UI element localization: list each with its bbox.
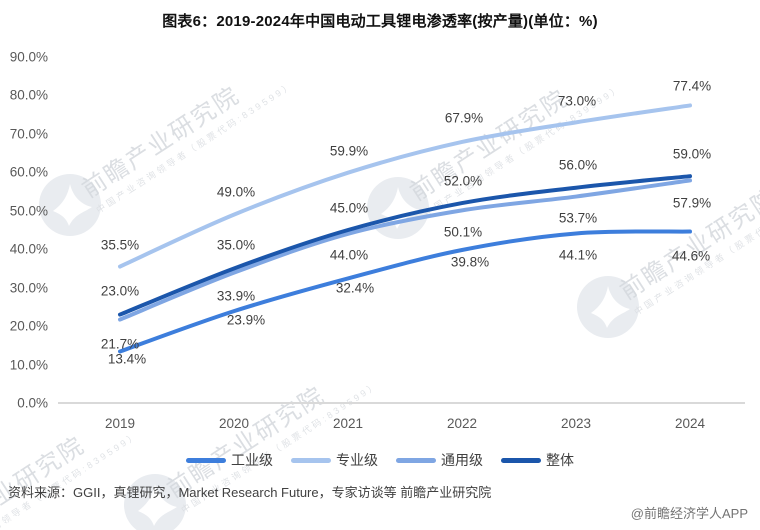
data-label-整体-2021: 45.0% xyxy=(329,200,369,216)
data-label-通用级-2023: 53.7% xyxy=(558,210,598,226)
data-label-专业级-2021: 59.9% xyxy=(329,143,369,159)
data-label-通用级-2022: 50.1% xyxy=(443,224,483,240)
data-label-通用级-2021: 44.0% xyxy=(329,247,369,263)
y-axis-tick-label: 90.0% xyxy=(9,49,48,65)
data-label-整体-2020: 35.0% xyxy=(216,237,256,253)
data-label-整体-2019: 23.0% xyxy=(100,283,140,299)
legend-item-整体: 整体 xyxy=(501,450,574,470)
legend-swatch xyxy=(186,457,226,463)
y-axis-tick-label: 10.0% xyxy=(9,357,48,373)
watermark-logo-icon xyxy=(39,174,101,236)
watermark-logo-icon xyxy=(124,474,186,530)
watermark-logo-icon xyxy=(577,276,639,338)
data-label-专业级-2023: 73.0% xyxy=(557,93,597,109)
data-label-整体-2023: 56.0% xyxy=(558,157,598,173)
y-axis-tick-label: 0.0% xyxy=(17,395,48,411)
series-line-专业级 xyxy=(118,103,692,269)
legend-swatch xyxy=(291,457,331,463)
legend-item-专业级: 专业级 xyxy=(291,450,378,470)
data-label-通用级-2020: 33.9% xyxy=(216,288,256,304)
data-label-工业级-2021: 32.4% xyxy=(335,280,375,296)
legend-swatch xyxy=(396,457,436,463)
series-line-整体 xyxy=(118,174,692,317)
data-label-专业级-2020: 49.0% xyxy=(216,184,256,200)
x-axis-tick-label: 2019 xyxy=(104,416,136,431)
series-line-工业级 xyxy=(118,229,692,354)
legend: 工业级 专业级 通用级 整体 xyxy=(0,450,760,470)
y-axis-tick-label: 80.0% xyxy=(9,87,48,103)
data-label-整体-2022: 52.0% xyxy=(443,173,483,189)
series-line-通用级 xyxy=(118,178,692,322)
data-label-工业级-2019: 13.4% xyxy=(107,351,147,367)
data-label-通用级-2024: 57.9% xyxy=(672,195,712,211)
x-axis-tick-label: 2022 xyxy=(446,416,478,431)
y-axis-tick-label: 50.0% xyxy=(9,203,48,219)
legend-swatch xyxy=(501,457,541,463)
data-label-工业级-2020: 23.9% xyxy=(226,312,266,328)
data-label-工业级-2023: 44.1% xyxy=(558,247,598,263)
y-axis-tick-label: 60.0% xyxy=(9,164,48,180)
y-axis-tick-label: 30.0% xyxy=(9,280,48,296)
data-label-专业级-2024: 77.4% xyxy=(672,78,712,94)
legend-item-工业级: 工业级 xyxy=(186,450,273,470)
legend-label: 整体 xyxy=(546,452,574,468)
y-axis-tick-label: 20.0% xyxy=(9,318,48,334)
legend-label: 专业级 xyxy=(336,452,378,468)
chart-title: 图表6：2019-2024年中国电动工具锂电渗透率(按产量)(单位：%) xyxy=(162,13,598,30)
y-axis-tick-label: 70.0% xyxy=(9,126,48,142)
legend-item-通用级: 通用级 xyxy=(396,450,483,470)
data-label-工业级-2024: 44.6% xyxy=(671,248,711,264)
data-label-工业级-2022: 39.8% xyxy=(450,254,490,270)
data-label-通用级-2019: 21.7% xyxy=(100,336,140,352)
copyright-note: @前瞻经济学人APP xyxy=(630,506,748,521)
data-label-专业级-2022: 67.9% xyxy=(444,110,484,126)
data-label-整体-2024: 59.0% xyxy=(672,146,712,162)
source-note: 资料来源：GGII，真锂研究，Market Research Future，专家… xyxy=(8,485,492,500)
legend-label: 工业级 xyxy=(231,452,273,468)
x-axis-tick-label: 2023 xyxy=(560,416,592,431)
x-axis-tick-label: 2021 xyxy=(332,416,364,431)
y-axis-tick-label: 40.0% xyxy=(9,241,48,257)
x-axis-tick-label: 2020 xyxy=(218,416,250,431)
legend-label: 通用级 xyxy=(441,452,483,468)
x-axis-tick-label: 2024 xyxy=(674,416,706,431)
data-label-专业级-2019: 35.5% xyxy=(100,237,140,253)
